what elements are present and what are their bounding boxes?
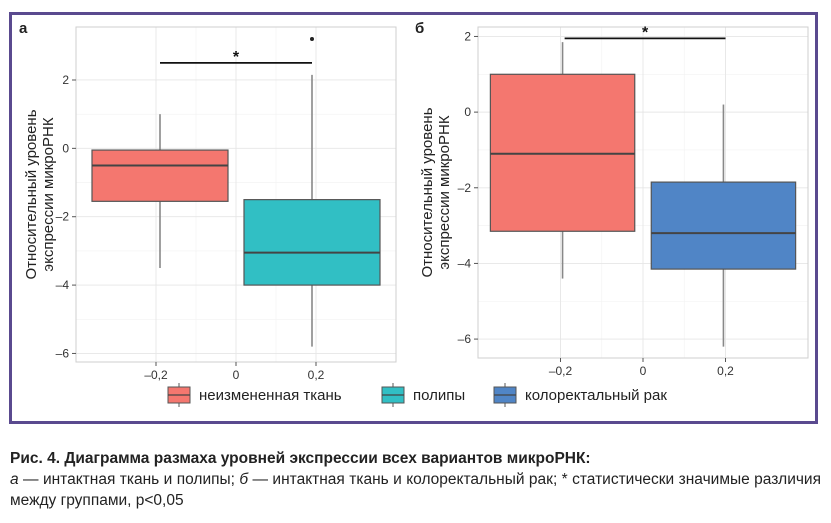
x-tick-label: –0,2 [549, 364, 573, 378]
y-tick-label: 0 [62, 141, 69, 155]
legend-item: неизмененная ткань [167, 383, 342, 407]
chart-panel-2: б 2 0 –2 –4 –6 –0,2 0 0,2 Относительный уровеньэк… [415, 20, 809, 378]
y-axis-label: Относительный уровеньэкспрессии микроРНК [419, 107, 453, 277]
legend-item: полипы [381, 383, 465, 407]
box-iqr [243, 199, 381, 286]
caption-text-b: — интактная ткань и колоректальный рак; … [10, 471, 821, 509]
caption-letter-a: а [10, 471, 19, 488]
legend-label: колоректальный рак [525, 387, 667, 404]
y-axis-label-line: экспрессии микроРНК [40, 117, 57, 271]
outlier-point [310, 36, 314, 41]
caption-letter-b: б [239, 471, 249, 488]
y-axis-label: Относительный уровеньэкспрессии микроРНК [23, 109, 57, 279]
legend-label: неизмененная ткань [199, 387, 342, 404]
caption-title: Рис. 4. Диаграмма размаха уровней экспре… [10, 450, 591, 467]
y-axis-label-line: Относительный уровень [419, 107, 436, 277]
panel-label: б [415, 20, 424, 37]
x-tick-label: 0 [640, 364, 647, 378]
x-tick-label: 0 [233, 368, 240, 382]
figure-caption: Рис. 4. Диаграмма размаха уровней экспре… [10, 448, 821, 511]
y-tick-label: –4 [56, 278, 70, 292]
box-iqr [91, 149, 229, 202]
y-tick-label: 0 [464, 105, 471, 119]
significance-label: * [642, 24, 649, 41]
legend: неизмененная ткань полипы колоректальный р… [167, 383, 667, 407]
box-iqr [650, 181, 797, 270]
x-tick-label: –0,2 [144, 368, 168, 382]
legend-label: полипы [413, 387, 465, 404]
caption-body: а — интактная ткань и полипы; б — интакт… [10, 469, 821, 511]
panel-label: а [19, 20, 28, 37]
significance-label: * [233, 49, 240, 66]
y-axis-label-line: экспрессии микроРНК [436, 115, 453, 269]
x-tick-label: 0,2 [717, 364, 734, 378]
legend-item: колоректальный рак [493, 383, 667, 407]
y-tick-label: –2 [458, 181, 472, 195]
y-tick-label: –4 [458, 256, 472, 270]
y-tick-label: 2 [62, 73, 69, 87]
caption-text-a: — интактная ткань и полипы; [18, 471, 240, 488]
y-tick-label: 2 [464, 29, 471, 43]
y-tick-label: –2 [56, 210, 70, 224]
chart-panel-1: а 2 0 –2 –4 –6 –0,2 0 0,2 Относительный уровеньэк… [19, 20, 397, 382]
x-tick-label: 0,2 [308, 368, 325, 382]
y-tick-label: –6 [56, 346, 70, 360]
y-axis-label-line: Относительный уровень [23, 109, 40, 279]
y-tick-label: –6 [458, 332, 472, 346]
